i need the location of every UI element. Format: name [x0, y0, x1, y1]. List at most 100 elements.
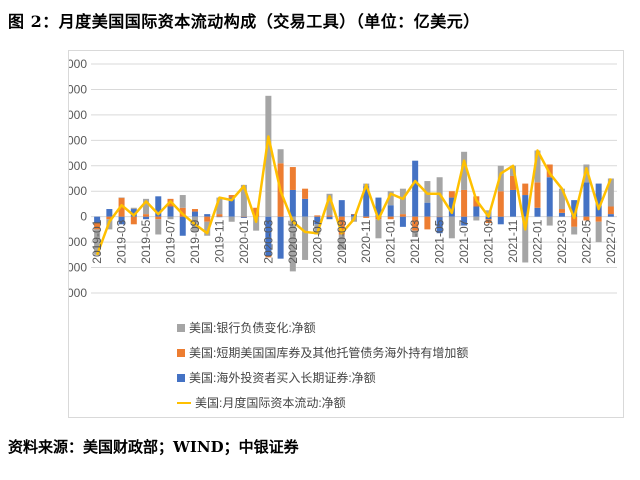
- bar-short-term: [363, 216, 370, 218]
- bar-long-term: [179, 216, 186, 236]
- bar-long-term: [326, 216, 333, 220]
- bar-long-term: [338, 200, 345, 217]
- chart-svg: -3000 -2000 -1000 0 1000 2000 3000 4000 5000 6000…: [69, 57, 618, 300]
- bar-short-term: [191, 209, 198, 212]
- bar-long-term: [399, 216, 406, 227]
- bar-short-term: [448, 191, 455, 198]
- bar-bank: [302, 216, 309, 260]
- x-tick-label: 2020-09: [335, 219, 349, 263]
- bar-short-term: [436, 216, 443, 218]
- x-tick-label: 2019-11: [212, 219, 226, 262]
- y-tick-label: -1000: [69, 235, 87, 249]
- bar-long-term: [522, 195, 529, 217]
- bar-short-term: [314, 215, 321, 217]
- y-tick-label: -2000: [69, 261, 87, 275]
- bar-short-term: [534, 182, 541, 208]
- bar-short-term: [130, 216, 137, 225]
- bar-short-term: [265, 256, 272, 258]
- bar-short-term: [94, 223, 101, 230]
- bar-long-term: [289, 189, 296, 217]
- bar-bank: [424, 181, 431, 203]
- bar-short-term: [497, 191, 504, 217]
- bar-bank: [375, 219, 382, 239]
- bar-bank: [497, 165, 504, 192]
- legend-label: 美国:短期美国国库券及其他托管债务海外持有增加额: [189, 346, 469, 360]
- bar-long-term: [583, 182, 590, 217]
- y-tick-label: 1000: [69, 184, 87, 198]
- bar-long-term: [510, 189, 517, 217]
- x-tick-label: 2022-05: [579, 219, 593, 263]
- legend-swatch: [177, 401, 191, 404]
- bar-short-term: [204, 216, 211, 222]
- x-tick-label: 2019-05: [139, 219, 153, 263]
- bar-long-term: [191, 211, 198, 217]
- bar-bank: [558, 188, 565, 210]
- bar-short-term: [302, 188, 309, 199]
- bar-long-term: [485, 216, 492, 220]
- legend-label: 美国:月度国际资本流动:净额: [195, 396, 346, 410]
- bar-long-term: [130, 209, 137, 217]
- bar-long-term: [204, 214, 211, 217]
- x-tick-label: 2021-01: [384, 219, 398, 263]
- x-tick-label: 2020-01: [237, 219, 251, 263]
- x-tick-label: 2021-07: [457, 219, 471, 263]
- bar-bank: [179, 195, 186, 208]
- bar-bank: [436, 177, 443, 217]
- bar-bank: [253, 216, 260, 231]
- bar-short-term: [558, 209, 565, 213]
- bar-long-term: [302, 198, 309, 217]
- bar-short-term: [583, 216, 590, 221]
- bar-bank: [595, 221, 602, 243]
- bar-long-term: [167, 206, 174, 217]
- legend-swatch: [177, 373, 185, 382]
- y-tick-label: 4000: [69, 108, 87, 122]
- bar-short-term: [253, 207, 260, 217]
- bar-long-term: [143, 216, 150, 220]
- bar-short-term: [179, 207, 186, 217]
- bar-long-term: [558, 212, 565, 217]
- bar-long-term: [412, 160, 419, 217]
- x-tick-label: 2020-11: [359, 219, 373, 262]
- y-tick-label: 6000: [69, 57, 87, 71]
- bar-long-term: [363, 186, 370, 217]
- y-tick-label: 2000: [69, 159, 87, 173]
- bar-bank: [461, 151, 468, 190]
- bar-long-term: [461, 216, 468, 226]
- bar-long-term: [155, 196, 162, 217]
- bar-long-term: [314, 216, 321, 225]
- bar-long-term: [240, 216, 247, 218]
- bar-short-term: [240, 216, 247, 218]
- bar-bank: [546, 216, 553, 226]
- x-tick-label: 2019-01: [90, 219, 104, 263]
- bar-bank: [94, 229, 101, 255]
- bar-short-term: [424, 216, 431, 230]
- bar-bank: [571, 226, 578, 235]
- x-tick-label: 2020-03: [261, 219, 275, 263]
- bar-long-term: [571, 200, 578, 217]
- figure-title: 图 2：月度美国国际资本流动构成（交易工具）（单位：亿美元）: [8, 12, 480, 31]
- x-tick-label: 2021-09: [482, 219, 496, 263]
- legend-label: 美国:银行负债变化:净额: [189, 321, 316, 335]
- bar-long-term: [497, 216, 504, 225]
- bar-short-term: [607, 206, 614, 215]
- bar-bank: [534, 150, 541, 183]
- bar-short-term: [387, 216, 394, 220]
- bar-long-term: [424, 202, 431, 217]
- bar-long-term: [375, 197, 382, 217]
- legend-item: 美国:短期美国国库券及其他托管债务海外持有增加额: [177, 344, 468, 361]
- bar-short-term: [522, 183, 529, 196]
- bar-short-term: [289, 167, 296, 190]
- bar-long-term: [94, 216, 101, 224]
- bar-bank: [326, 193, 333, 216]
- legend-item: 美国:月度国际资本流动:净额: [177, 394, 346, 411]
- y-tick-label: 5000: [69, 82, 87, 96]
- bar-bank: [473, 216, 480, 221]
- bar-bank: [522, 216, 529, 263]
- x-tick-label: 2019-03: [115, 219, 129, 263]
- bar-bank: [130, 207, 137, 210]
- bar-bank: [338, 234, 345, 250]
- legend-swatch: [177, 348, 185, 357]
- bar-bank: [387, 191, 394, 206]
- bar-short-term: [351, 214, 357, 215]
- bar-short-term: [155, 216, 162, 220]
